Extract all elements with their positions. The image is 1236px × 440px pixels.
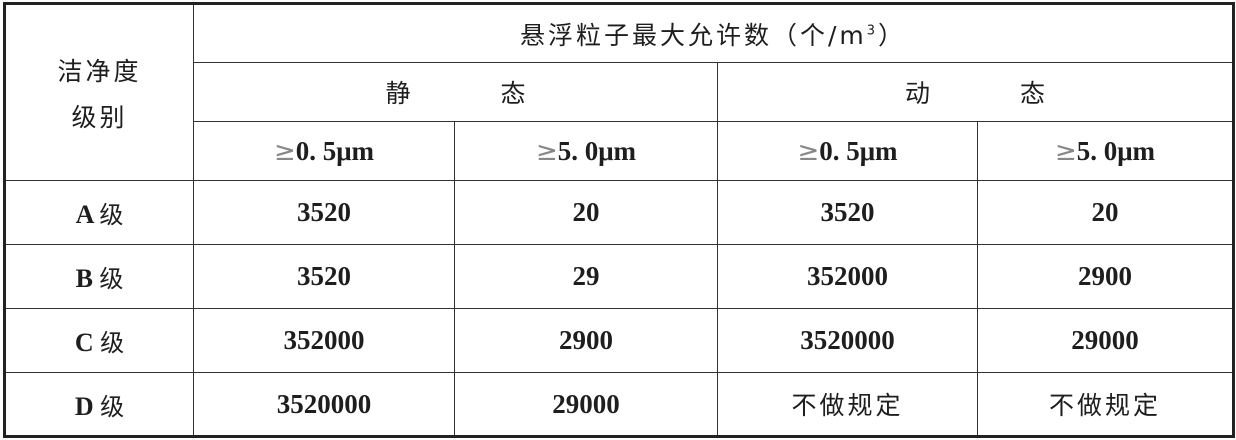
size-header: ≥0. 5μm: [717, 121, 978, 181]
table-row: B 级 3520 29 352000 2900: [4, 244, 1235, 309]
value-cell: 20: [454, 180, 718, 245]
value-cell: 352000: [717, 244, 978, 309]
value-cell: 2900: [976, 244, 1235, 309]
size-label: 5. 0μm: [557, 135, 637, 166]
value-cell: 29000: [976, 308, 1235, 373]
main-title-end: ）: [878, 20, 907, 50]
grade-letter: D: [74, 391, 94, 421]
size-label: 0. 5μm: [819, 135, 898, 166]
grade-cell: A 级: [4, 180, 194, 245]
main-title-text: 悬浮粒子最大允许数（个/m: [519, 20, 867, 50]
dynamic-label: 动态: [905, 79, 1136, 108]
table-row: A 级 3520 20 3520 20: [4, 180, 1235, 245]
value-cell: 29000: [454, 372, 718, 437]
grade-letter: B: [75, 264, 93, 293]
main-title: 悬浮粒子最大允许数（个/m3）: [192, 3, 1235, 63]
grade-letter: A: [75, 200, 93, 229]
grade-suffix: 级: [100, 392, 125, 421]
grade-suffix: 级: [99, 201, 124, 229]
size-header: ≥5. 0μm: [454, 121, 718, 181]
value-cell: 3520000: [193, 372, 455, 437]
size-label: 5. 0μm: [1076, 135, 1156, 166]
size-header: ≥0. 5μm: [193, 121, 455, 181]
size-label: 0. 5μm: [295, 135, 375, 166]
grade-header: 洁净度 级别: [4, 3, 194, 181]
main-title-sup: 3: [866, 23, 879, 39]
grade-header-line1: 洁净度: [57, 56, 142, 86]
static-header: 静态: [193, 62, 718, 122]
ge-symbol: ≥: [797, 136, 820, 167]
value-cell: 不做规定: [976, 372, 1235, 437]
size-header: ≥5. 0μm: [976, 121, 1235, 181]
value-cell: 不做规定: [717, 372, 978, 437]
value-cell: 3520000: [717, 308, 978, 373]
value-cell: 3520: [717, 180, 978, 245]
grade-cell: C 级: [4, 308, 194, 373]
ge-symbol: ≥: [273, 136, 296, 167]
grade-letter: C: [74, 328, 94, 357]
grade-cell: D 级: [4, 372, 194, 437]
cleanliness-grade-table: 洁净度 级别 悬浮粒子最大允许数（个/m3） 静态 动态 ≥0. 5μm ≥5. …: [3, 2, 1236, 438]
table-row: D 级 3520000 29000 不做规定 不做规定: [4, 372, 1235, 437]
value-cell: 29: [454, 244, 718, 309]
value-cell: 352000: [193, 308, 455, 373]
grade-suffix: 级: [100, 329, 125, 357]
value-cell: 20: [976, 180, 1235, 245]
ge-symbol: ≥: [1054, 136, 1077, 167]
value-cell: 3520: [193, 244, 455, 309]
dynamic-header: 动态: [716, 62, 1235, 122]
table-row: C 级 352000 2900 3520000 29000: [4, 308, 1235, 373]
static-label: 静态: [385, 79, 616, 108]
grade-suffix: 级: [99, 265, 124, 293]
value-cell: 2900: [454, 308, 718, 373]
ge-symbol: ≥: [535, 136, 558, 167]
grade-cell: B 级: [4, 244, 194, 309]
value-cell: 3520: [193, 180, 455, 245]
grade-header-line2: 级别: [71, 102, 128, 132]
